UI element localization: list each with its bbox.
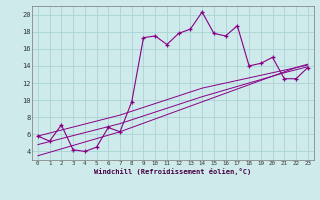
X-axis label: Windchill (Refroidissement éolien,°C): Windchill (Refroidissement éolien,°C) xyxy=(94,168,252,175)
